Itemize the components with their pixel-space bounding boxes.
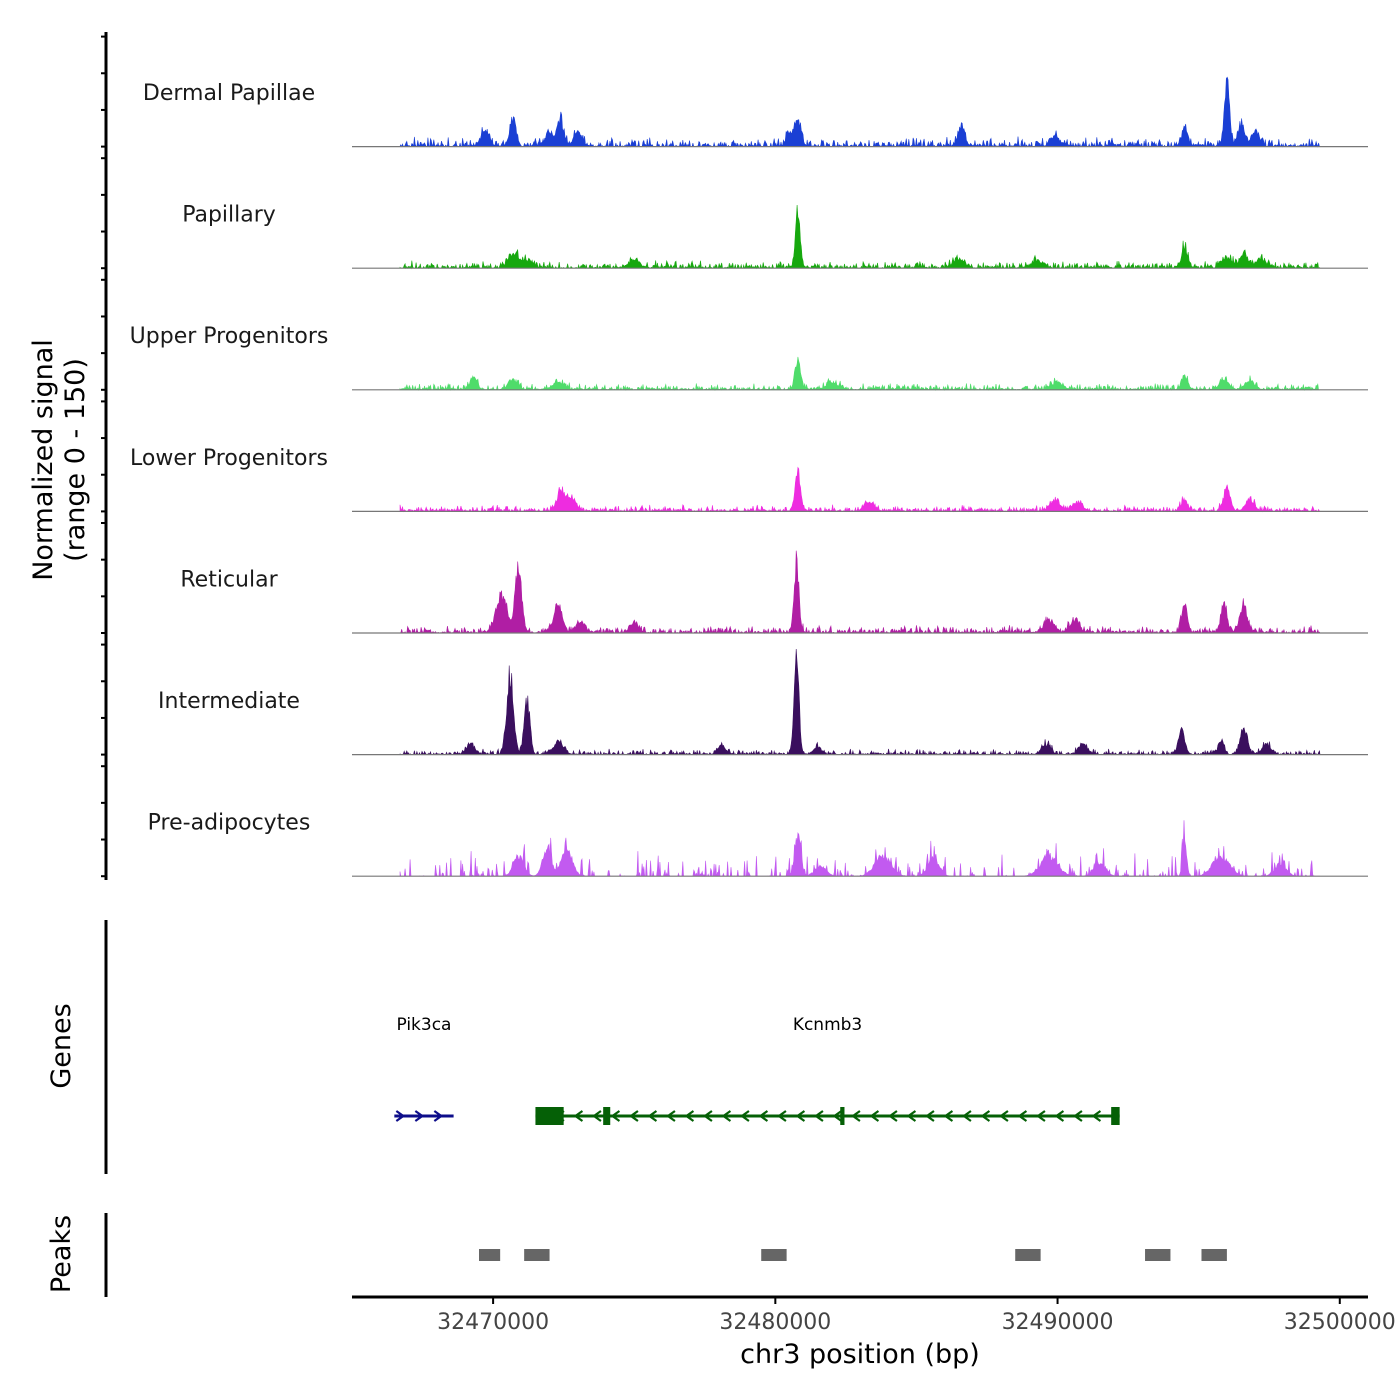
strand-arrow: [414, 1110, 425, 1122]
coverage-area: [399, 76, 1321, 148]
exon: [535, 1107, 564, 1125]
strand-arrow: [999, 1110, 1009, 1122]
track-label: Dermal Papillae: [143, 81, 315, 106]
strand-arrow: [647, 1110, 658, 1122]
track-label: Lower Progenitors: [130, 446, 328, 471]
track-label: Upper Progenitors: [130, 324, 329, 349]
strand-arrow: [433, 1110, 444, 1122]
strand-arrow: [740, 1110, 750, 1122]
x-tick-label: 32500000: [1284, 1310, 1396, 1335]
strand-arrow: [1091, 1110, 1102, 1122]
strand-arrow: [1073, 1110, 1083, 1122]
x-tick-label: 32470000: [437, 1310, 549, 1335]
strand-arrow: [814, 1110, 824, 1122]
strand-arrow: [1036, 1110, 1046, 1122]
peaks-track-label: Peaks: [46, 1215, 77, 1293]
strand-arrow: [906, 1110, 917, 1122]
exon: [1111, 1107, 1120, 1125]
strand-arrow: [703, 1110, 713, 1122]
gene-name: Kcnmb3: [793, 1015, 862, 1035]
strand-arrow: [758, 1110, 769, 1122]
strand-arrow: [943, 1110, 954, 1122]
track-intermediate: Intermediate: [158, 648, 1368, 756]
track-label: Intermediate: [158, 689, 300, 714]
peak-region: [1015, 1249, 1041, 1261]
x-axis: 32470000 32480000 32490000 32500000 chr3 pos…: [352, 1295, 1396, 1370]
gene-kcnmb3: Kcnmb3: [535, 1015, 1120, 1125]
strand-arrow: [721, 1110, 732, 1122]
track-reticular: Reticular: [180, 550, 1368, 635]
peak-region: [524, 1249, 550, 1261]
strand-arrow: [592, 1110, 602, 1122]
y-axis-title-line1: Normalized signal: [28, 339, 59, 581]
track-papillary: Papillary: [182, 203, 1368, 270]
x-tick-label: 32480000: [719, 1310, 831, 1335]
coverage-area: [399, 204, 1321, 270]
strand-arrow: [1054, 1110, 1065, 1122]
coverage-area: [399, 648, 1321, 756]
strand-arrow: [888, 1110, 898, 1122]
track-label: Pre-adipocytes: [148, 811, 311, 836]
track-dermal-papillae: Dermal Papillae: [143, 76, 1368, 148]
strand-arrow: [684, 1110, 695, 1122]
coverage-area: [399, 466, 1321, 513]
signal-y-axis: [101, 32, 108, 880]
peak-region: [1145, 1249, 1171, 1261]
peak-region: [479, 1249, 501, 1261]
strand-arrow: [629, 1110, 639, 1122]
coverage-area: [399, 550, 1321, 635]
strand-arrow: [851, 1110, 861, 1122]
x-axis-title: chr3 position (bp): [740, 1339, 980, 1370]
strand-arrow: [666, 1110, 676, 1122]
strand-arrow: [795, 1110, 806, 1122]
exon: [840, 1107, 845, 1125]
strand-arrow: [832, 1110, 843, 1122]
track-label: Reticular: [180, 567, 278, 592]
strand-arrow: [573, 1110, 584, 1122]
strand-arrow: [1017, 1110, 1028, 1122]
y-axis-title-line2: (range 0 - 150): [60, 358, 91, 562]
strand-arrow: [395, 1110, 406, 1122]
peak-region: [1201, 1249, 1227, 1261]
peak-region: [761, 1249, 787, 1261]
gene-name: Pik3ca: [396, 1015, 451, 1035]
strand-arrow: [980, 1110, 991, 1122]
track-label: Papillary: [182, 203, 276, 228]
x-tick-label: 32490000: [1002, 1310, 1114, 1335]
coverage-area: [399, 820, 1320, 878]
strand-arrow: [925, 1110, 935, 1122]
coverage-area: [399, 356, 1320, 391]
coverage-tracks: Dermal Papillae Papillary Upper Progenitor…: [130, 76, 1368, 878]
y-axis-title: Normalized signal (range 0 - 150): [28, 339, 91, 581]
strand-arrow: [869, 1110, 880, 1122]
gene-track: Genes Pik3ca Kcnmb3: [46, 920, 1120, 1174]
track-pre-adipocytes: Pre-adipocytes: [148, 811, 1368, 878]
exon: [603, 1107, 611, 1125]
strand-arrow: [962, 1110, 972, 1122]
peak-track: Peaks: [46, 1213, 1227, 1297]
strand-arrow: [777, 1110, 787, 1122]
track-upper-progenitors: Upper Progenitors: [130, 324, 1368, 391]
strand-arrow: [610, 1110, 621, 1122]
gene-pik3ca: Pik3ca: [394, 1015, 454, 1122]
track-lower-progenitors: Lower Progenitors: [130, 446, 1368, 513]
genes-track-label: Genes: [46, 1003, 77, 1088]
